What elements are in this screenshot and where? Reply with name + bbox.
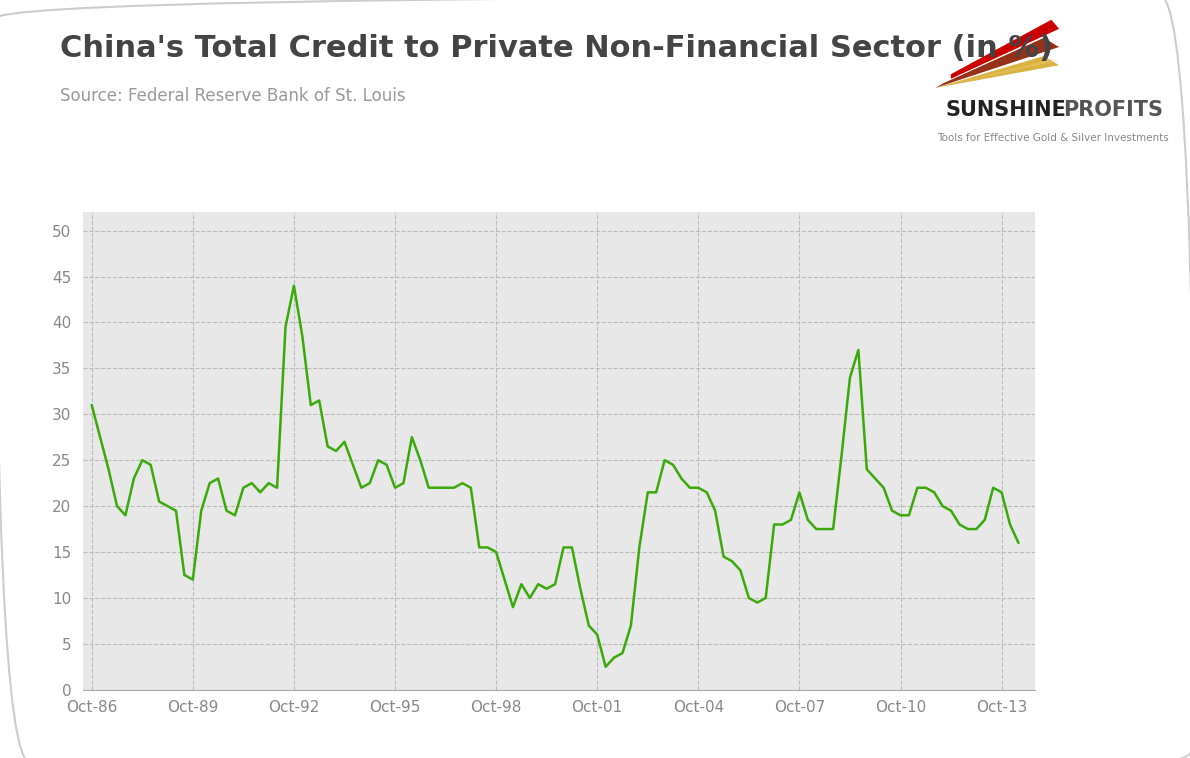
Text: Source: Federal Reserve Bank of St. Louis: Source: Federal Reserve Bank of St. Loui…: [60, 87, 405, 105]
Text: PROFITS: PROFITS: [1063, 100, 1163, 120]
Polygon shape: [935, 38, 1059, 88]
Polygon shape: [935, 56, 1059, 88]
Text: SUNSHINE: SUNSHINE: [945, 100, 1066, 120]
Text: Tools for Effective Gold & Silver Investments: Tools for Effective Gold & Silver Invest…: [938, 133, 1169, 143]
Polygon shape: [951, 20, 1059, 79]
Text: China's Total Credit to Private Non-Financial Sector (in %): China's Total Credit to Private Non-Fina…: [60, 34, 1052, 63]
Polygon shape: [935, 59, 1059, 88]
